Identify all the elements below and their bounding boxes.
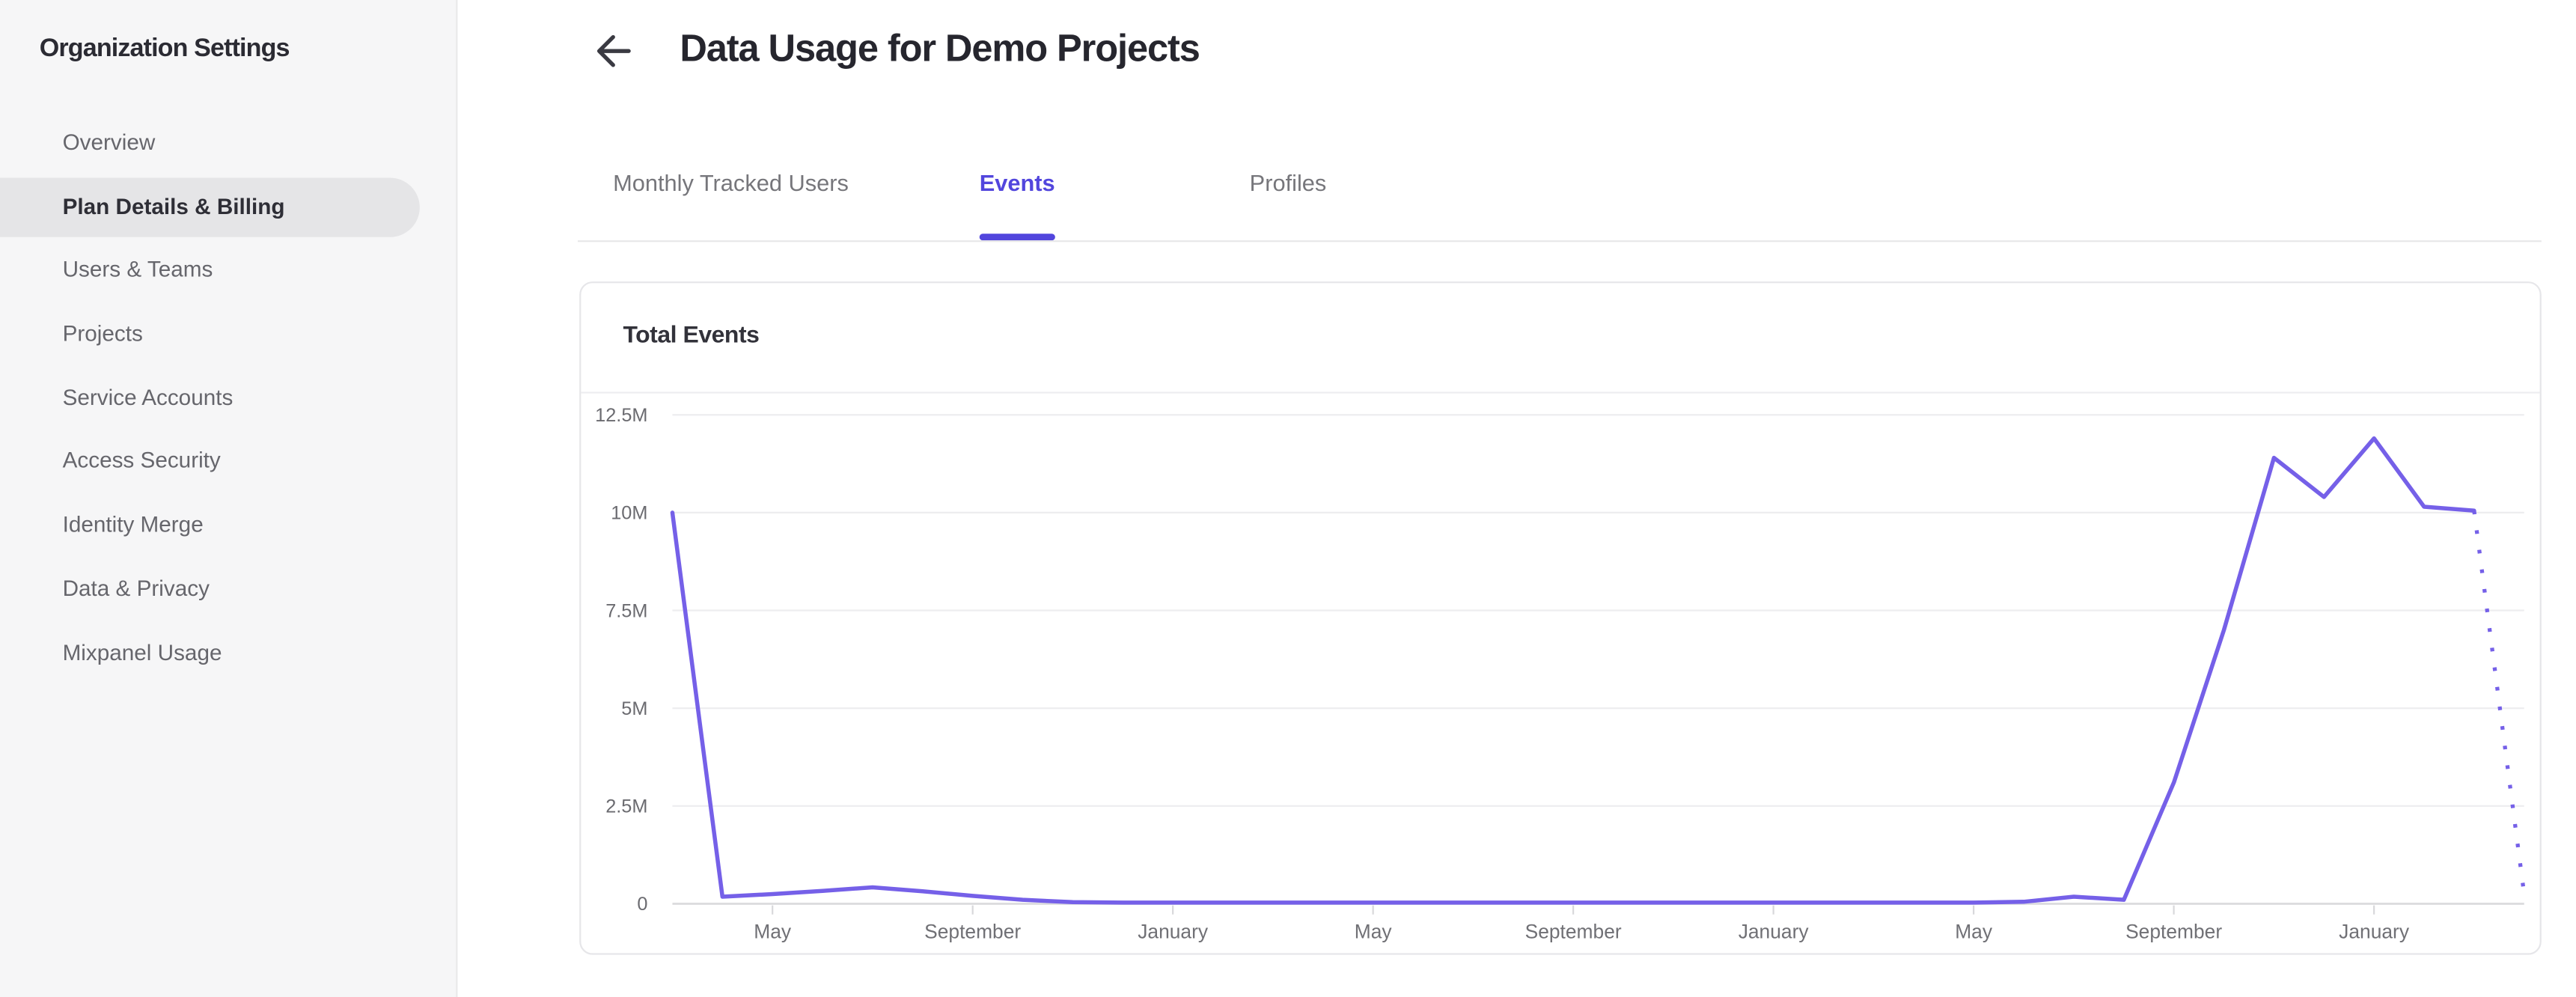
sidebar-item-label: Plan Details & Billing — [62, 193, 285, 219]
sidebar-item-plan-details-and-billing[interactable]: Plan Details & Billing — [0, 176, 456, 240]
total-events-series-line — [669, 436, 2476, 905]
sidebar-item-mixpanel-usage[interactable]: Mixpanel Usage — [0, 621, 456, 685]
x-axis-label: January — [1137, 921, 1208, 943]
chart-title: Total Events — [623, 323, 760, 350]
tab-events[interactable]: Events — [979, 169, 1055, 240]
x-axis-label: May — [1354, 921, 1392, 943]
page-title: Data Usage for Demo Projects — [680, 26, 1200, 70]
sidebar-title: Organization Settings — [39, 34, 290, 63]
sidebar-item-label: Projects — [62, 321, 143, 347]
sidebar-item-label: Service Accounts — [62, 385, 234, 410]
sidebar-item-identity-merge[interactable]: Identity Merge — [0, 494, 456, 558]
y-axis-label: 12.5M — [594, 405, 647, 426]
sidebar-nav: Overview Plan Details & Billing Users & Te… — [0, 112, 456, 686]
x-axis-label: September — [2125, 921, 2221, 943]
x-axis-label: September — [1524, 921, 1621, 943]
x-axis-label: January — [2338, 921, 2409, 943]
sidebar-item-service-accounts[interactable]: Service Accounts — [0, 367, 456, 430]
sidebar-item-label: Access Security — [62, 448, 221, 474]
y-axis-label: 0 — [636, 894, 647, 915]
sidebar-item-label: Mixpanel Usage — [62, 639, 222, 665]
arrow-left-icon — [593, 34, 635, 77]
y-axis-label: 2.5M — [605, 796, 647, 817]
sidebar-item-label: Data & Privacy — [62, 576, 210, 601]
y-axis-label: 10M — [610, 503, 647, 524]
tab-bar-divider — [577, 240, 2542, 243]
sidebar-item-users-and-teams[interactable]: Users & Teams — [0, 240, 456, 303]
x-axis-label: September — [924, 921, 1020, 943]
sidebar-item-overview[interactable]: Overview — [0, 112, 456, 176]
y-axis-label: 7.5M — [605, 600, 647, 621]
sidebar-item-projects[interactable]: Projects — [0, 303, 456, 367]
tab-monthly-tracked-users[interactable]: Monthly Tracked Users — [613, 169, 849, 196]
sidebar-item-label: Users & Teams — [62, 257, 213, 282]
sidebar: Organization Settings Overview Plan Detai… — [0, 0, 458, 997]
sidebar-item-access-security[interactable]: Access Security — [0, 430, 456, 494]
back-button[interactable] — [593, 30, 635, 73]
y-axis-label: 5M — [620, 698, 647, 719]
total-events-projection-dotted-line — [2471, 510, 2526, 894]
x-axis-label: May — [753, 921, 791, 943]
usage-card-header: Total Events — [580, 283, 2539, 394]
tab-profiles[interactable]: Profiles — [1249, 169, 1327, 196]
x-axis-label: May — [1954, 921, 1992, 943]
sidebar-item-data-and-privacy[interactable]: Data & Privacy — [0, 558, 456, 621]
usage-card: Total Events 12.5M 10M 7.5M 5M 2.5M 0 May Septe… — [579, 281, 2541, 955]
sidebar-item-label: Identity Merge — [62, 512, 204, 537]
x-axis-label: January — [1738, 921, 1809, 943]
sidebar-item-label: Overview — [62, 129, 156, 155]
total-events-line-chart: 12.5M 10M 7.5M 5M 2.5M 0 May September January Ma… — [594, 405, 2526, 943]
